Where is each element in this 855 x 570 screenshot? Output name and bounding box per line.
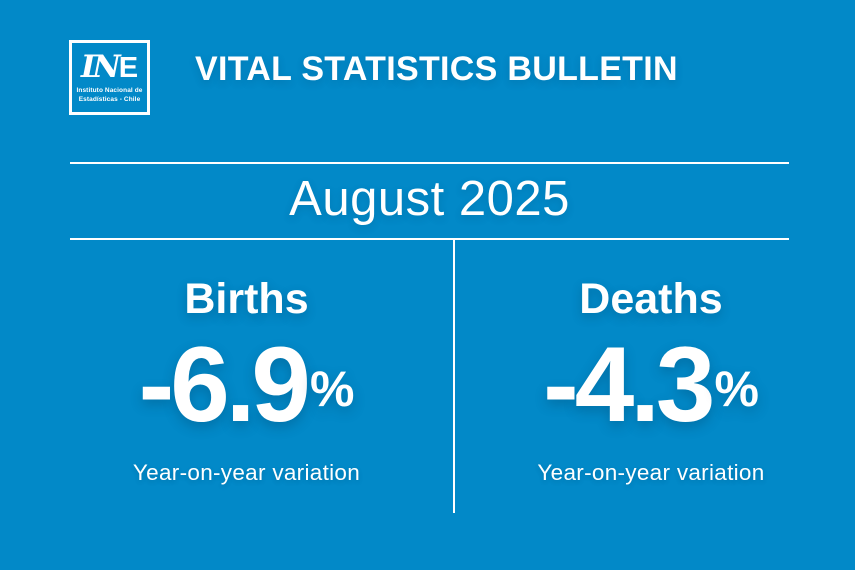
ine-logo-mark: INE	[81, 52, 138, 83]
deaths-value-number: -4.3	[543, 324, 715, 445]
births-value-number: -6.9	[138, 324, 311, 445]
stats-columns: Births -6.9% Year-on-year variation Deat…	[40, 240, 847, 513]
middle-divider-line	[70, 238, 789, 240]
deaths-value: -4.3%	[543, 331, 759, 438]
deaths-stat-card: Deaths -4.3% Year-on-year variation	[455, 240, 847, 513]
ine-logo-mark-script: IN	[80, 49, 121, 86]
top-divider-line	[70, 162, 789, 164]
births-value-unit: %	[309, 361, 355, 418]
deaths-label: Deaths	[579, 275, 723, 323]
births-stat-card: Births -6.9% Year-on-year variation	[40, 240, 455, 513]
deaths-caption: Year-on-year variation	[537, 460, 765, 486]
deaths-value-unit: %	[714, 361, 759, 418]
period-heading: August 2025	[289, 172, 570, 226]
births-label: Births	[184, 275, 309, 323]
ine-logo-mark-block: E	[118, 52, 139, 85]
ine-logo-subtitle-line2: Estadísticas - Chile	[78, 95, 141, 103]
page-title: VITAL STATISTICS BULLETIN	[195, 50, 678, 88]
ine-logo: INE Instituto Nacional de Estadísticas -…	[69, 40, 150, 115]
ine-logo-subtitle: Instituto Nacional de Estadísticas - Chi…	[76, 87, 142, 104]
ine-logo-subtitle-line1: Instituto Nacional de	[76, 87, 143, 95]
births-value: -6.9%	[139, 331, 355, 438]
births-caption: Year-on-year variation	[132, 460, 361, 486]
